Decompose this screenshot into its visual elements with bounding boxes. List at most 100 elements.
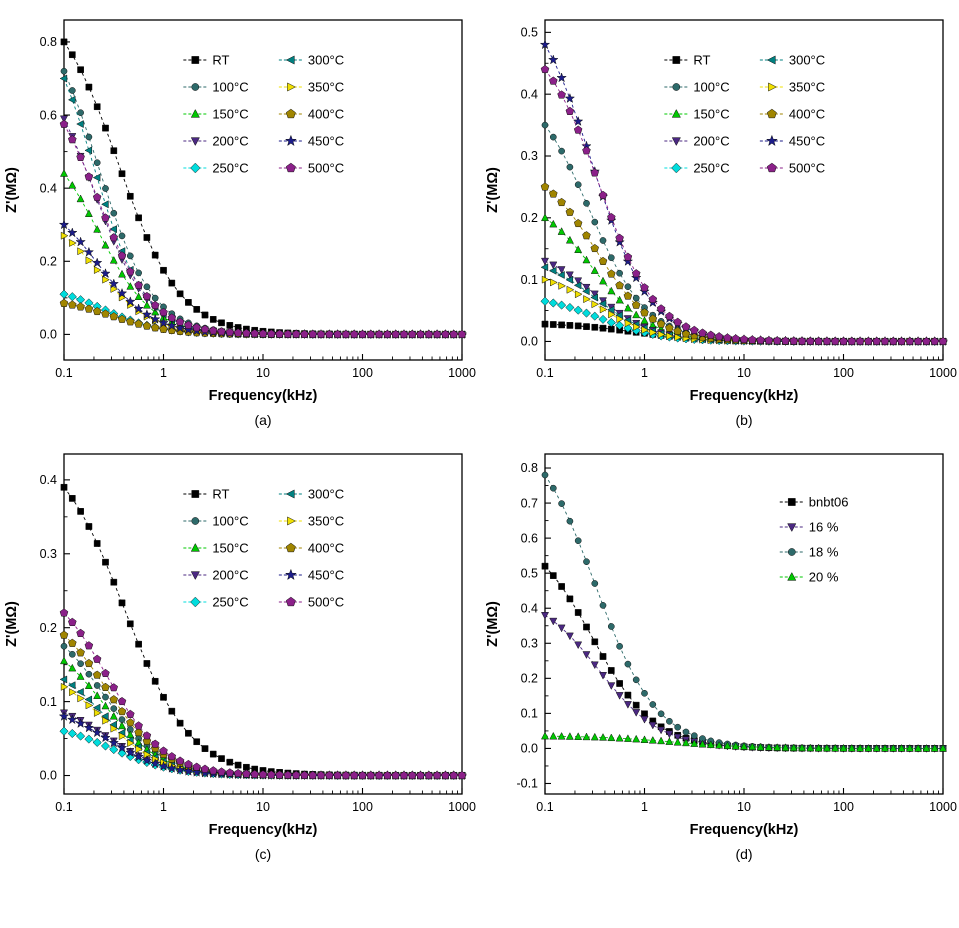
svg-text:0.2: 0.2 [40,621,57,635]
legend: bnbt06 16 % 18 % 20 % [779,495,849,585]
svg-text:300°C: 300°C [308,53,344,68]
svg-text:0.3: 0.3 [40,547,57,561]
svg-text:1: 1 [641,800,648,814]
axes: 0.1 1 10 100 1000 0.0 0.1 0.2 0.3 0.4 Frequency(kH… [4,453,476,838]
svg-text:RT: RT [693,53,710,68]
series-18 % [541,471,947,752]
svg-text:0.1: 0.1 [521,273,538,287]
panel-b-caption: (b) [735,412,753,428]
svg-text:0.3: 0.3 [521,636,538,650]
panel-a-caption: (a) [254,412,272,428]
svg-text:450°C: 450°C [308,568,344,583]
svg-text:500°C: 500°C [789,161,825,176]
svg-text:0.4: 0.4 [40,181,57,195]
svg-text:1000: 1000 [448,800,476,814]
chart-panel-a: 0.1 1 10 100 1000 0.0 0.2 0.4 0.6 0.8 Frequency(kH… [4,19,476,404]
panel-c: 0.1 1 10 100 1000 0.0 0.1 0.2 0.3 0.4 Frequency(kH… [0,442,478,862]
svg-text:0.4: 0.4 [521,87,538,101]
svg-text:500°C: 500°C [308,161,344,176]
svg-text:0.0: 0.0 [40,769,57,783]
chart-panel-b: 0.1 1 10 100 1000 0.0 0.1 0.2 0.3 0.4 0.5 Frequency… [485,19,957,404]
panel-a: 0.1 1 10 100 1000 0.0 0.2 0.4 0.6 0.8 Frequency(kH… [0,8,478,428]
svg-text:0.1: 0.1 [536,800,553,814]
svg-text:Z'(MΩ): Z'(MΩ) [485,601,501,647]
series-200°C [540,257,948,346]
legend: RT 100°C 150°C 200°C 250°C 300°C 350°C 400°C 450… [183,53,344,176]
svg-text:350°C: 350°C [789,80,825,95]
svg-text:20 %: 20 % [809,570,839,585]
svg-text:450°C: 450°C [789,134,825,149]
axes: 0.1 1 10 100 1000 -0.1 0.0 0.1 0.2 0.3 0.4 0.5 0.6 0.… [485,453,957,838]
svg-text:10: 10 [256,800,270,814]
series-16 % [540,612,948,753]
svg-text:150°C: 150°C [212,107,248,122]
series-bnbt06 [541,562,947,752]
svg-text:0.1: 0.1 [536,366,553,380]
svg-text:100°C: 100°C [693,80,729,95]
svg-text:0.7: 0.7 [521,496,538,510]
svg-text:300°C: 300°C [789,53,825,68]
impedance-figure: 0.1 1 10 100 1000 0.0 0.2 0.4 0.6 0.8 Frequency(kH… [0,8,959,862]
svg-text:Frequency(kHz): Frequency(kHz) [209,822,318,838]
svg-text:0.6: 0.6 [40,108,57,122]
series-20 % [540,731,948,752]
svg-text:Frequency(kHz): Frequency(kHz) [209,388,318,404]
svg-text:150°C: 150°C [212,541,248,556]
svg-text:0.8: 0.8 [521,461,538,475]
svg-text:10: 10 [737,366,751,380]
svg-text:0.3: 0.3 [521,149,538,163]
series-150°C [540,213,948,345]
svg-text:1000: 1000 [929,366,957,380]
svg-text:Z'(MΩ): Z'(MΩ) [4,601,20,647]
svg-text:1: 1 [160,800,167,814]
svg-text:0.1: 0.1 [40,695,57,709]
panel-d: 0.1 1 10 100 1000 -0.1 0.0 0.1 0.2 0.3 0.4 0.5 0.6 0.… [481,442,959,862]
svg-text:100°C: 100°C [212,514,248,529]
panel-c-caption: (c) [254,846,272,862]
svg-text:300°C: 300°C [308,487,344,502]
svg-text:100°C: 100°C [212,80,248,95]
panel-d-caption: (d) [735,846,753,862]
legend: RT 100°C 150°C 200°C 250°C 300°C 350°C 400°C 450… [183,487,344,610]
series-350°C [541,275,948,346]
svg-text:100: 100 [833,366,854,380]
svg-text:0.2: 0.2 [521,211,538,225]
svg-text:0.2: 0.2 [521,672,538,686]
svg-text:Frequency(kHz): Frequency(kHz) [690,388,799,404]
svg-text:-0.1: -0.1 [516,777,538,791]
svg-text:Z'(MΩ): Z'(MΩ) [485,167,501,213]
svg-text:350°C: 350°C [308,80,344,95]
svg-text:0.5: 0.5 [521,26,538,40]
svg-text:100: 100 [833,800,854,814]
svg-text:250°C: 250°C [212,595,248,610]
svg-text:0.4: 0.4 [40,473,57,487]
svg-text:RT: RT [212,53,229,68]
svg-text:0.5: 0.5 [521,566,538,580]
svg-text:450°C: 450°C [308,134,344,149]
svg-text:0.2: 0.2 [40,254,57,268]
svg-text:250°C: 250°C [693,161,729,176]
svg-text:10: 10 [737,800,751,814]
svg-text:500°C: 500°C [308,595,344,610]
svg-text:250°C: 250°C [212,161,248,176]
panel-b: 0.1 1 10 100 1000 0.0 0.1 0.2 0.3 0.4 0.5 Frequency… [481,8,959,428]
svg-text:Z'(MΩ): Z'(MΩ) [4,167,20,213]
series-500°C [59,119,467,339]
svg-text:400°C: 400°C [789,107,825,122]
axes: 0.1 1 10 100 1000 0.0 0.2 0.4 0.6 0.8 Frequency(kH… [4,19,476,404]
chart-panel-c: 0.1 1 10 100 1000 0.0 0.1 0.2 0.3 0.4 Frequency(kH… [4,453,476,838]
svg-text:bnbt06: bnbt06 [809,495,849,510]
svg-text:200°C: 200°C [212,134,248,149]
svg-text:150°C: 150°C [693,107,729,122]
svg-text:1: 1 [160,366,167,380]
svg-text:0.0: 0.0 [521,742,538,756]
axes: 0.1 1 10 100 1000 0.0 0.1 0.2 0.3 0.4 0.5 Frequency… [485,19,957,404]
svg-text:100: 100 [352,366,373,380]
svg-text:RT: RT [212,487,229,502]
svg-text:0.1: 0.1 [521,707,538,721]
svg-text:200°C: 200°C [212,568,248,583]
svg-text:10: 10 [256,366,270,380]
series-200°C [59,115,467,339]
svg-text:1000: 1000 [929,800,957,814]
series-300°C [540,263,947,346]
